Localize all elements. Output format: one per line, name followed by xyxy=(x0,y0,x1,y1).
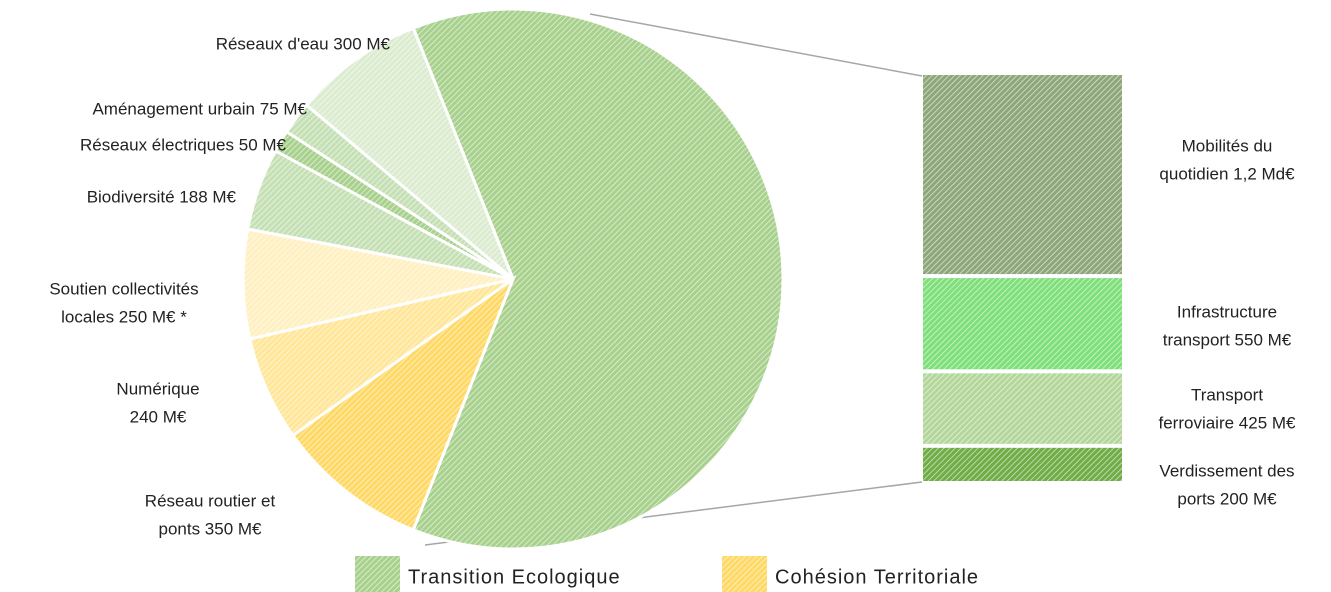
slice-label: locales 250 M€ * xyxy=(61,307,187,326)
bar-segment xyxy=(923,447,1122,481)
slice-label: Réseaux électriques 50 M€ xyxy=(80,135,287,154)
bar-label: ferroviaire 425 M€ xyxy=(1158,413,1296,432)
bar-label: ports 200 M€ xyxy=(1177,489,1277,508)
pie-slice-group xyxy=(411,7,785,551)
slice-label: ponts 350 M€ xyxy=(158,519,262,538)
bar-segment xyxy=(923,278,1122,370)
bar-label: Transport xyxy=(1191,385,1263,404)
slice-label: Biodiversité 188 M€ xyxy=(87,187,237,206)
legend-label: Transition Ecologique xyxy=(408,566,621,588)
bar-label: quotidien 1,2 Md€ xyxy=(1159,164,1295,183)
bar-label: Mobilités du xyxy=(1182,136,1273,155)
bar-label: Verdissement des xyxy=(1159,461,1294,480)
legend-swatch xyxy=(355,556,400,592)
pie-slice xyxy=(290,274,517,532)
legend-swatch xyxy=(722,556,767,592)
connector xyxy=(589,13,923,77)
pie-slice xyxy=(304,26,515,281)
slice-label: Réseaux d'eau 300 M€ xyxy=(216,34,391,53)
bar-segment xyxy=(923,75,1122,275)
slice-label: 240 M€ xyxy=(130,407,187,426)
slice-label: Réseau routier et xyxy=(145,491,276,510)
bar-label: Infrastructure xyxy=(1177,302,1277,321)
pie-slice xyxy=(241,227,514,341)
slice-label: Soutien collectivités xyxy=(49,279,198,298)
slice-label: Numérique xyxy=(116,379,199,398)
bar-label: transport 550 M€ xyxy=(1163,330,1292,349)
slice-label: Aménagement urbain 75 M€ xyxy=(92,99,307,118)
legend-label: Cohésion Territoriale xyxy=(775,566,979,588)
bar-segment xyxy=(923,373,1122,444)
